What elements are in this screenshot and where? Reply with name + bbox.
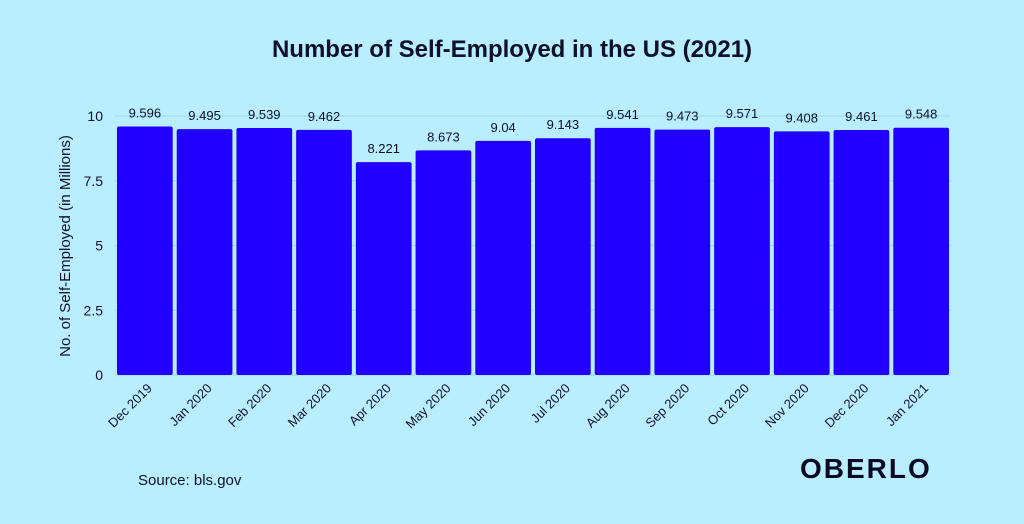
y-tick-label: 0 — [95, 367, 103, 383]
brand-logo: OBERLO — [800, 453, 932, 484]
x-tick-label: Jun 2020 — [465, 381, 513, 429]
source-note: Source: bls.gov — [138, 472, 242, 489]
data-label: 9.541 — [606, 107, 639, 122]
bar — [535, 138, 591, 375]
x-tick-label: May 2020 — [403, 381, 454, 432]
data-label: 9.571 — [726, 106, 759, 121]
y-tick-label: 10 — [87, 108, 103, 124]
bar — [176, 129, 233, 375]
data-label: 9.04 — [490, 120, 515, 135]
bar — [415, 150, 472, 375]
x-tick-label: Jan 2021 — [883, 381, 931, 429]
y-axis-label: No. of Self-Employed (in Millions) — [57, 135, 74, 357]
x-tick-label: Apr 2020 — [346, 381, 394, 429]
data-label: 9.408 — [785, 110, 818, 125]
chart-title: Number of Self-Employed in the US (2021) — [271, 36, 753, 63]
bar — [654, 129, 711, 375]
x-tick-label: Jan 2020 — [166, 381, 214, 429]
data-label: 8.221 — [367, 141, 400, 156]
data-label: 9.473 — [666, 109, 699, 124]
x-tick-label: Aug 2020 — [583, 381, 633, 431]
x-tick-label: Nov 2020 — [762, 381, 812, 431]
bar — [833, 129, 890, 375]
data-label: 8.673 — [427, 129, 460, 144]
bar — [296, 129, 352, 375]
data-label: 9.495 — [188, 108, 221, 123]
y-tick-label: 5 — [95, 238, 103, 254]
data-label: 9.462 — [308, 109, 341, 124]
bar — [773, 131, 830, 375]
y-tick-label: 2.5 — [84, 302, 104, 318]
x-tick-label: Feb 2020 — [225, 381, 274, 430]
x-tick-label: Dec 2019 — [105, 381, 155, 431]
x-tick-label: Jul 2020 — [528, 381, 573, 426]
bar — [714, 127, 770, 375]
bar — [475, 140, 531, 375]
bar — [893, 127, 949, 375]
data-label: 9.461 — [845, 109, 878, 124]
y-tick-label: 7.5 — [84, 173, 104, 189]
data-label: 9.143 — [547, 117, 580, 132]
bar — [594, 127, 651, 376]
data-label: 9.596 — [129, 105, 162, 120]
data-label: 9.539 — [248, 107, 281, 122]
x-tick-label: Oct 2020 — [704, 381, 752, 429]
x-tick-label: Mar 2020 — [285, 381, 334, 430]
bar — [355, 162, 412, 375]
bar — [117, 126, 173, 376]
x-tick-label: Sep 2020 — [642, 381, 692, 431]
bar — [236, 127, 293, 375]
x-tick-label: Dec 2020 — [822, 381, 872, 431]
data-label: 9.548 — [905, 107, 938, 122]
